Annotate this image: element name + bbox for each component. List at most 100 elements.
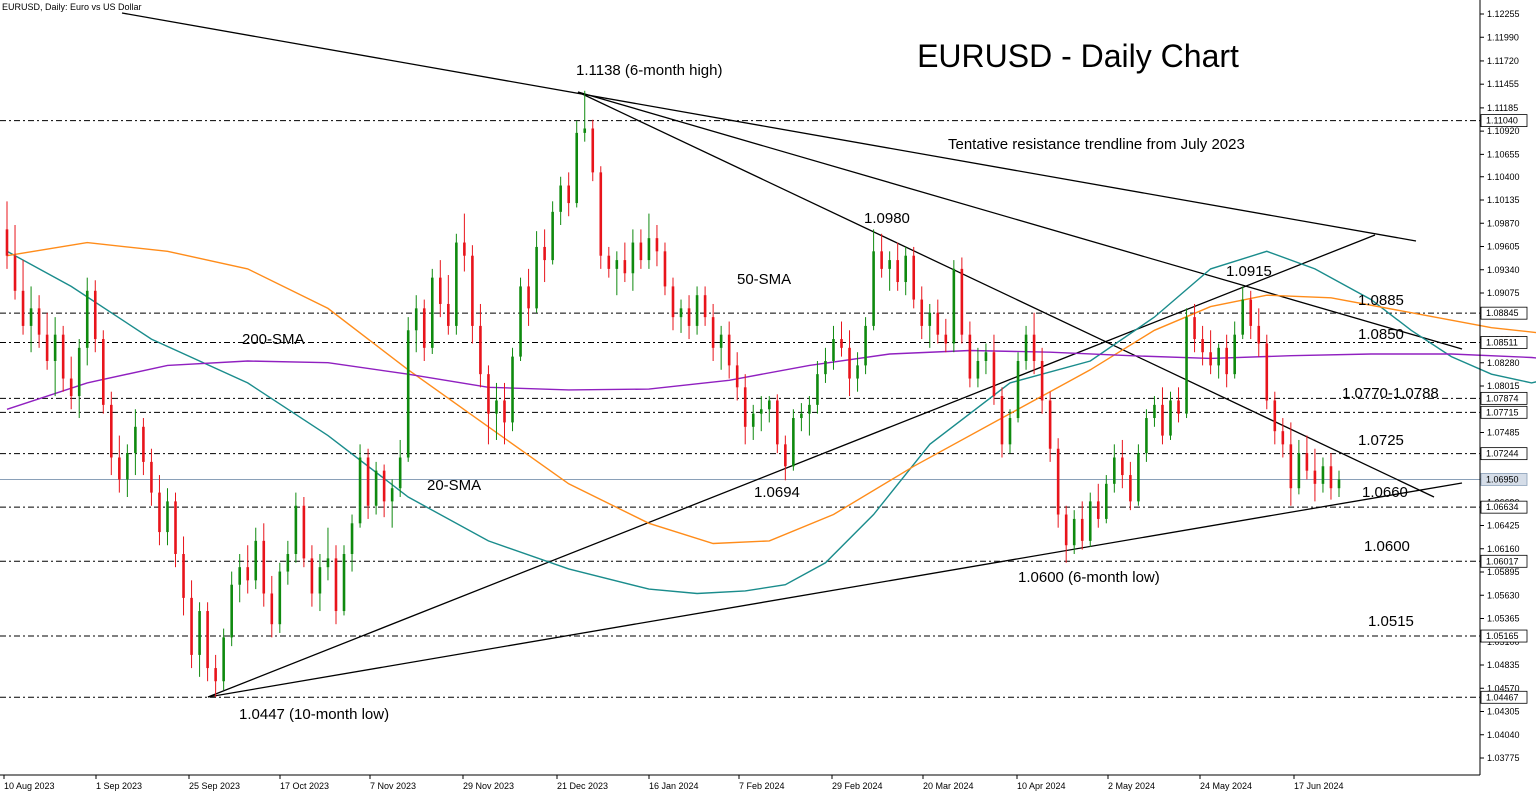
candle bbox=[1289, 422, 1293, 506]
trendline bbox=[207, 482, 1463, 698]
candle bbox=[45, 312, 49, 370]
candle bbox=[751, 404, 755, 440]
candle bbox=[511, 347, 514, 432]
candle bbox=[767, 396, 771, 423]
candle-body bbox=[1217, 347, 1220, 366]
candle bbox=[695, 286, 699, 335]
price-tick-label: 1.05630 bbox=[1487, 590, 1520, 600]
candle bbox=[888, 251, 891, 291]
candle bbox=[414, 295, 418, 353]
candle bbox=[800, 403, 803, 432]
candle bbox=[246, 545, 250, 594]
candle-body bbox=[29, 308, 33, 326]
candle-body bbox=[1281, 431, 1285, 445]
candle bbox=[1273, 391, 1277, 445]
price-tick-label: 1.11455 bbox=[1487, 79, 1519, 89]
candle bbox=[406, 317, 410, 462]
candle bbox=[302, 496, 306, 568]
price-tick-label: 1.03775 bbox=[1487, 753, 1520, 763]
level-price-label: 1.08845 bbox=[1486, 308, 1519, 318]
price-tick-label: 1.04835 bbox=[1487, 660, 1520, 670]
candle bbox=[230, 571, 233, 647]
level-price-box bbox=[1480, 690, 1528, 704]
candle bbox=[447, 275, 450, 335]
candle bbox=[856, 352, 859, 392]
candle bbox=[992, 334, 996, 405]
candle bbox=[1153, 396, 1156, 427]
sma-line-50-sma bbox=[6, 241, 1536, 545]
candle-body bbox=[663, 251, 667, 287]
candle-body bbox=[599, 172, 603, 256]
candle bbox=[984, 343, 988, 375]
candle-body bbox=[944, 334, 948, 344]
candle-body bbox=[1072, 518, 1076, 546]
candle bbox=[1177, 387, 1180, 423]
candle-body bbox=[495, 400, 498, 414]
candle-body bbox=[1265, 343, 1269, 401]
candle-body bbox=[687, 308, 691, 326]
price-tick-label: 1.04570 bbox=[1487, 683, 1520, 693]
candle-body bbox=[623, 260, 627, 274]
candle bbox=[1129, 461, 1132, 511]
price-tick-label: 1.05365 bbox=[1487, 614, 1520, 624]
candle-body bbox=[222, 637, 225, 682]
candle bbox=[567, 172, 570, 217]
candle-body bbox=[158, 492, 161, 533]
time-tick-label: 10 Aug 2023 bbox=[4, 781, 55, 791]
time-tick-label: 21 Dec 2023 bbox=[557, 781, 608, 791]
candle bbox=[928, 303, 932, 348]
candle bbox=[1145, 409, 1148, 462]
candle-body bbox=[1185, 317, 1188, 414]
candle-body bbox=[816, 374, 819, 405]
candle bbox=[1096, 483, 1100, 528]
candle bbox=[816, 360, 819, 414]
candle-body bbox=[101, 339, 105, 405]
candle-body bbox=[928, 312, 932, 326]
candle-body bbox=[93, 290, 97, 340]
candle-body bbox=[455, 242, 458, 326]
candle-body bbox=[246, 567, 250, 581]
candle bbox=[1032, 312, 1036, 375]
candle bbox=[631, 229, 635, 291]
candle-body bbox=[968, 334, 972, 379]
candle-body bbox=[727, 334, 731, 366]
candle-body bbox=[904, 255, 907, 283]
candle-body bbox=[872, 251, 875, 326]
candle-body bbox=[743, 387, 747, 427]
candle bbox=[711, 303, 715, 361]
candle bbox=[350, 514, 354, 572]
price-tick-label: 1.10655 bbox=[1487, 149, 1520, 159]
candle-body bbox=[607, 255, 611, 269]
candle bbox=[53, 317, 57, 397]
candle-body bbox=[53, 334, 57, 361]
candle bbox=[318, 554, 322, 612]
candle bbox=[1201, 325, 1204, 366]
candle bbox=[759, 396, 763, 432]
candle-body bbox=[1008, 418, 1012, 445]
candle-body bbox=[1121, 457, 1124, 476]
time-tick-label: 17 Oct 2023 bbox=[280, 781, 329, 791]
candle-body bbox=[808, 404, 811, 414]
candle-body bbox=[832, 339, 835, 361]
time-tick-label: 20 Mar 2024 bbox=[923, 781, 974, 791]
candle-body bbox=[679, 308, 683, 318]
candle-body bbox=[1137, 453, 1140, 502]
candle bbox=[575, 120, 579, 208]
candle-body bbox=[1297, 453, 1301, 489]
candle bbox=[599, 166, 603, 269]
candle bbox=[278, 562, 282, 633]
candle-body bbox=[1048, 400, 1052, 449]
candle bbox=[679, 299, 683, 333]
price-tick-label: 1.05895 bbox=[1487, 567, 1520, 577]
level-price-label: 1.11040 bbox=[1486, 116, 1518, 126]
candle-body bbox=[254, 540, 258, 581]
candle bbox=[1241, 286, 1245, 340]
level-price-label: 1.06634 bbox=[1486, 502, 1519, 512]
chart-title: EURUSD - Daily Chart bbox=[917, 38, 1239, 74]
candle bbox=[647, 213, 651, 269]
level-price-label: 1.08511 bbox=[1486, 337, 1518, 347]
candle-body bbox=[342, 554, 346, 612]
candle-body bbox=[735, 365, 739, 388]
candle bbox=[463, 213, 466, 272]
candle-body bbox=[1193, 317, 1196, 340]
